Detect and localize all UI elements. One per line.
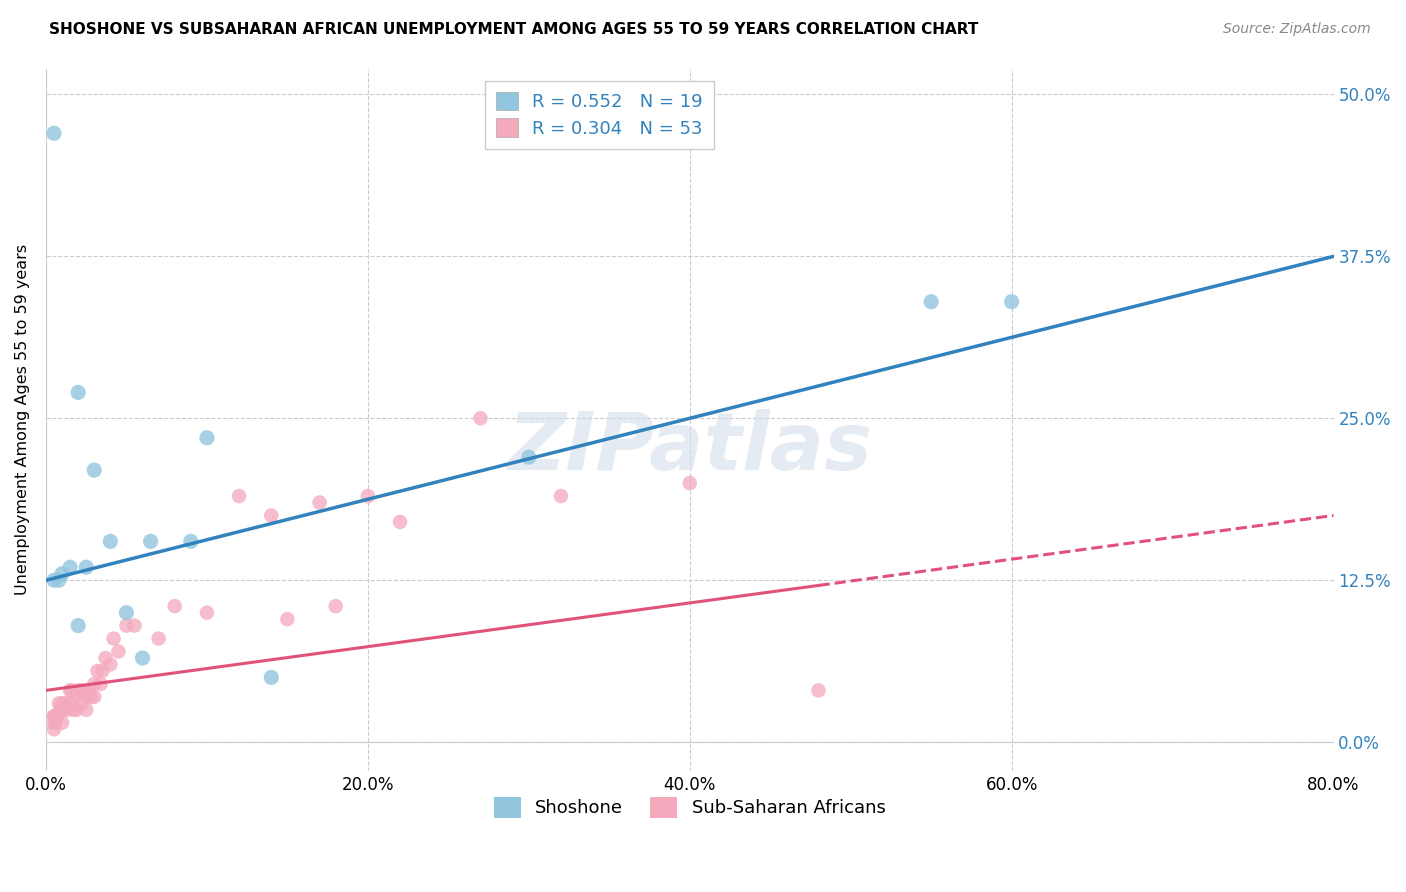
Point: [83, 690, 105, 704]
Point: [195, 431, 218, 445]
Point: [42, 709, 65, 723]
Point: [807, 683, 830, 698]
Point: [1001, 294, 1024, 309]
Text: Source: ZipAtlas.com: Source: ZipAtlas.com: [1223, 22, 1371, 37]
Point: [42, 126, 65, 140]
Point: [59, 560, 82, 574]
Point: [75, 690, 97, 704]
Point: [48, 574, 70, 588]
Point: [228, 489, 250, 503]
Point: [49, 703, 72, 717]
Point: [83, 677, 105, 691]
Point: [98, 534, 121, 549]
Point: [42, 715, 65, 730]
Point: [90, 677, 112, 691]
Y-axis label: Unemployment Among Ages 55 to 59 years: Unemployment Among Ages 55 to 59 years: [15, 244, 30, 595]
Point: [325, 599, 347, 614]
Point: [69, 683, 91, 698]
Point: [83, 463, 105, 477]
Point: [107, 644, 129, 658]
Point: [180, 534, 202, 549]
Point: [70, 696, 93, 710]
Point: [260, 670, 283, 684]
Point: [75, 703, 97, 717]
Point: [80, 690, 103, 704]
Point: [42, 574, 65, 588]
Point: [67, 683, 90, 698]
Point: [53, 696, 76, 710]
Point: [45, 709, 67, 723]
Point: [139, 534, 162, 549]
Point: [148, 632, 170, 646]
Point: [65, 703, 87, 717]
Point: [86, 664, 108, 678]
Point: [124, 618, 146, 632]
Point: [59, 683, 82, 698]
Point: [260, 508, 283, 523]
Text: SHOSHONE VS SUBSAHARAN AFRICAN UNEMPLOYMENT AMONG AGES 55 TO 59 YEARS CORRELATIO: SHOSHONE VS SUBSAHARAN AFRICAN UNEMPLOYM…: [49, 22, 979, 37]
Point: [276, 612, 298, 626]
Point: [46, 709, 69, 723]
Point: [98, 657, 121, 672]
Point: [94, 651, 117, 665]
Point: [550, 489, 572, 503]
Point: [51, 715, 73, 730]
Point: [51, 566, 73, 581]
Point: [163, 599, 186, 614]
Point: [79, 683, 101, 698]
Point: [517, 450, 540, 465]
Point: [91, 664, 114, 678]
Point: [56, 703, 79, 717]
Point: [45, 715, 67, 730]
Point: [73, 683, 96, 698]
Point: [63, 690, 86, 704]
Point: [389, 515, 412, 529]
Point: [51, 703, 73, 717]
Point: [62, 703, 84, 717]
Point: [59, 696, 82, 710]
Text: ZIPatlas: ZIPatlas: [508, 409, 872, 487]
Point: [48, 696, 70, 710]
Point: [115, 606, 138, 620]
Point: [67, 618, 90, 632]
Point: [679, 476, 702, 491]
Point: [195, 606, 218, 620]
Point: [470, 411, 492, 425]
Point: [67, 385, 90, 400]
Point: [357, 489, 380, 503]
Point: [131, 651, 153, 665]
Point: [42, 723, 65, 737]
Legend: Shoshone, Sub-Saharan Africans: Shoshone, Sub-Saharan Africans: [486, 789, 893, 825]
Point: [51, 696, 73, 710]
Point: [115, 618, 138, 632]
Point: [75, 560, 97, 574]
Point: [103, 632, 125, 646]
Point: [308, 495, 330, 509]
Point: [60, 683, 83, 698]
Point: [42, 709, 65, 723]
Point: [920, 294, 942, 309]
